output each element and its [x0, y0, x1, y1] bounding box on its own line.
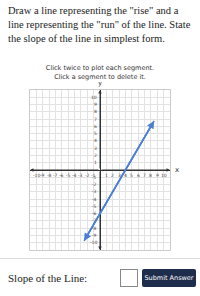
- svg-text:4: 4: [124, 173, 127, 178]
- svg-text:-1: -1: [91, 173, 96, 178]
- svg-text:7: 7: [143, 173, 146, 178]
- html-text:Click a segment to delete it.: Click a segment to delete it.: [54, 73, 146, 81]
- svg-text:-10: -10: [90, 240, 97, 245]
- svg-text:8: 8: [94, 109, 97, 114]
- svg-text:-2: -2: [92, 182, 97, 187]
- svg-text:-6: -6: [92, 211, 97, 216]
- svg-text:2: 2: [94, 153, 97, 158]
- svg-text:5: 5: [130, 173, 133, 178]
- svg-text:3: 3: [118, 173, 121, 178]
- svg-text:1: 1: [105, 173, 108, 178]
- svg-text:-2: -2: [85, 173, 90, 178]
- html-text:Submit Answer: Submit Answer: [144, 274, 194, 282]
- svg-text:8: 8: [149, 173, 152, 178]
- html-text:Slope of the Line:: Slope of the Line:: [8, 272, 88, 284]
- svg-text:6: 6: [137, 173, 140, 178]
- svg-text:-3: -3: [92, 189, 97, 194]
- svg-text:6: 6: [94, 124, 97, 129]
- svg-text:2: 2: [111, 173, 114, 178]
- svg-text:3: 3: [94, 146, 97, 151]
- svg-text:10: 10: [91, 95, 97, 100]
- svg-text:7: 7: [94, 117, 97, 122]
- svg-text:x: x: [175, 166, 179, 174]
- svg-text:-5: -5: [66, 173, 71, 178]
- svg-text:-6: -6: [59, 173, 64, 178]
- svg-text:9: 9: [94, 102, 97, 107]
- svg-text:-1: -1: [92, 175, 97, 180]
- html-text:Draw a line representing the ": Draw a line representing the "rise" and …: [8, 5, 191, 44]
- svg-text:5: 5: [94, 131, 97, 136]
- svg-text:-7: -7: [53, 173, 58, 178]
- svg-text:-4: -4: [72, 173, 77, 178]
- svg-text:-7: -7: [92, 218, 97, 223]
- svg-text:-5: -5: [92, 204, 97, 209]
- svg-text:-8: -8: [47, 173, 52, 178]
- svg-text:10: 10: [161, 173, 167, 178]
- svg-text:-9: -9: [40, 173, 45, 178]
- svg-text:-10: -10: [33, 173, 40, 178]
- svg-text:-8: -8: [92, 226, 97, 231]
- svg-text:-4: -4: [92, 197, 97, 202]
- svg-text:4: 4: [94, 138, 97, 143]
- svg-text:-9: -9: [92, 233, 97, 238]
- svg-text:1: 1: [94, 160, 97, 165]
- svg-text:9: 9: [156, 173, 159, 178]
- html-text:Click twice to plot each segme: Click twice to plot each segment.: [45, 64, 155, 72]
- svg-text:y: y: [98, 82, 102, 87]
- svg-text:-3: -3: [78, 173, 83, 178]
